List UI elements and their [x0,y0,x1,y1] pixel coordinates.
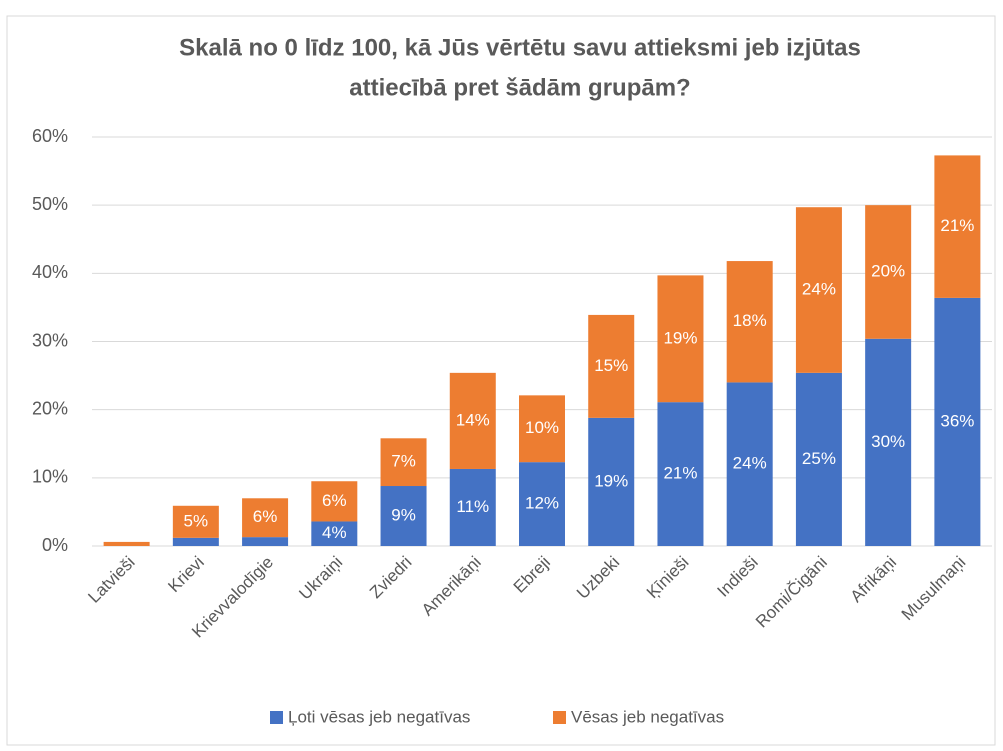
chart-title: Skalā no 0 līdz 100, kā Jūs vērtētu savu… [179,34,861,61]
legend-swatch [553,711,566,724]
bar-segment [726,382,773,546]
bar-segment [311,521,358,546]
data-label: 11% [456,497,489,516]
bar-segment [865,205,912,339]
data-label: 4% [322,523,347,542]
bar-segment [726,261,773,383]
data-label: 24% [733,454,767,473]
y-tick-label: 60% [32,126,68,146]
bar-segment [242,537,289,546]
chart-frame [6,15,996,746]
data-label: 36% [940,411,974,430]
bar-segment [588,314,635,418]
y-tick-label: 10% [32,467,68,487]
bar-segment [934,297,981,546]
data-label: 19% [663,328,697,347]
bar-segment [103,541,150,546]
data-label: 18% [733,311,767,330]
bar-segment [172,505,219,538]
data-label: 21% [940,216,974,235]
bar-segment [311,481,358,522]
legend-label: Vēsas jeb negatīvas [571,707,724,726]
data-label: 6% [322,491,347,510]
y-tick-label: 50% [32,194,68,214]
bar-segment [934,155,981,298]
data-label: 7% [391,452,416,471]
data-label: 19% [594,471,628,490]
y-tick-label: 40% [32,262,68,282]
bar-segment [172,537,219,546]
bar-segment [795,207,842,373]
legend-swatch [270,711,283,724]
data-label: 12% [525,494,559,513]
bar-segment [795,372,842,546]
data-label: 21% [663,464,697,483]
bar-segment [380,438,427,487]
bar-segment [865,338,912,546]
y-tick-label: 0% [42,535,68,555]
chart-title: attiecībā pret šādām grupām? [349,74,690,101]
bar-segment [519,395,565,463]
data-label: 30% [871,432,905,451]
data-label: 15% [594,356,628,375]
data-label: 9% [391,505,416,524]
bar-segment [380,486,427,546]
y-tick-label: 30% [32,330,68,350]
bar-segment [519,462,565,546]
data-label: 25% [802,449,836,468]
bar-segment [449,468,496,546]
legend-label: Ļoti vēsas jeb negatīvas [288,707,470,726]
bar-segment [242,498,289,538]
bar-segment [657,402,704,546]
data-label: 24% [802,280,836,299]
data-label: 5% [184,511,209,530]
data-label: 14% [456,410,490,429]
y-tick-label: 20% [32,398,68,418]
data-label: 10% [525,418,559,437]
data-label: 6% [253,507,278,526]
bar-segment [588,417,635,546]
bar-segment [657,275,704,403]
bar-segment [449,372,496,469]
data-label: 20% [871,261,905,280]
